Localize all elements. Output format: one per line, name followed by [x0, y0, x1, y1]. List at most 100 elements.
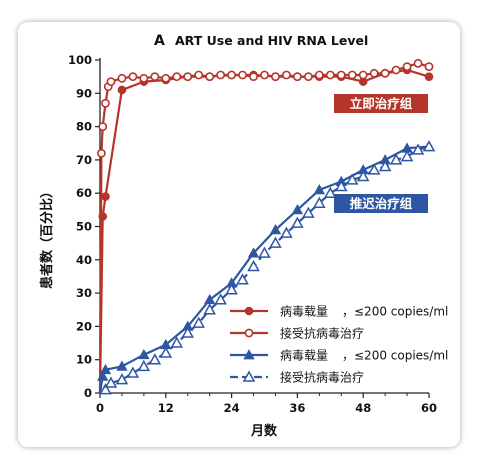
data-point: [345, 173, 359, 185]
data-point: [170, 336, 184, 348]
data-point: [413, 58, 423, 68]
chart: A ART Use and HIV RNA Level 0 10 20 30 40 50 6…: [39, 33, 448, 439]
data-point: [302, 206, 315, 218]
data-point: [314, 70, 324, 80]
y-tick-label-100: 100: [68, 53, 92, 67]
data-point: [280, 226, 293, 238]
legend-label-1: 接受抗病毒治疗: [280, 326, 364, 341]
data-point: [391, 65, 401, 75]
legend-suffix-0: ，≤200 copies/ml: [342, 305, 448, 319]
y-tick-label-70: 70: [76, 153, 92, 167]
y-tick-label-90: 90: [76, 86, 92, 100]
y-axis-label: 患者数（百分比）: [39, 185, 55, 289]
data-point: [139, 73, 149, 83]
data-point: [269, 236, 282, 248]
data-point: [214, 293, 227, 305]
data-point: [269, 224, 282, 235]
legend-marker-1: [244, 328, 254, 338]
data-point: [236, 273, 249, 285]
group-label-box-1: [334, 194, 428, 213]
data-point: [238, 70, 247, 80]
data-point: [247, 247, 260, 258]
x-axis-label: 月数: [250, 423, 278, 439]
data-point: [424, 62, 434, 72]
data-point: [150, 72, 160, 82]
data-point: [99, 363, 112, 375]
data-point: [104, 376, 118, 388]
data-point: [99, 383, 112, 395]
data-point: [96, 148, 106, 158]
data-point: [126, 366, 140, 378]
data-point: [117, 73, 127, 83]
data-point: [249, 72, 258, 82]
series-0: [98, 65, 434, 394]
panel-letter: A: [154, 33, 165, 49]
data-point: [227, 70, 236, 80]
data-point: [98, 122, 108, 131]
legend-marker-0: [244, 306, 254, 316]
data-point: [159, 346, 173, 358]
y-tick-label-10: 10: [76, 353, 92, 367]
series-2: [97, 140, 435, 394]
data-point: [194, 70, 204, 80]
data-point: [258, 246, 271, 258]
data-point: [106, 77, 116, 87]
data-point: [422, 140, 436, 152]
data-point: [148, 353, 162, 365]
y-tick-label-0: 0: [84, 386, 92, 400]
data-point: [325, 70, 335, 80]
data-point: [424, 72, 434, 81]
data-point: [172, 72, 182, 82]
data-point: [192, 316, 205, 328]
data-point: [400, 150, 414, 162]
data-point: [380, 68, 390, 78]
legend-marker-2: [243, 349, 255, 360]
data-point: [128, 72, 138, 82]
series-3: [99, 140, 436, 395]
data-point: [282, 70, 291, 80]
data-point: [411, 143, 425, 155]
data-point: [203, 303, 216, 315]
y-tick-label-30: 30: [76, 286, 92, 300]
x-tick-label-12: 12: [158, 401, 174, 415]
legend-label-0: 病毒载量: [280, 304, 328, 319]
data-point: [358, 70, 368, 80]
axes: 0 10 20 30 40 50 60 70 80 90 100 0 12 24 36 48 60: [68, 53, 437, 415]
data-point: [291, 216, 304, 228]
legend-suffix-2: ，≤200 copies/ml: [342, 349, 448, 363]
data-point: [367, 163, 381, 175]
data-point: [205, 72, 215, 82]
group-label-1: 推迟治疗组: [350, 196, 413, 211]
data-point: [389, 153, 403, 165]
data-point: [247, 259, 260, 272]
data-point: [97, 370, 109, 381]
chart-title: ART Use and HIV RNA Level: [175, 33, 368, 48]
data-point: [260, 70, 269, 80]
legend-marker-3: [242, 370, 256, 382]
data-point: [402, 62, 412, 72]
data-point: [115, 373, 129, 385]
series-line-0: [98, 68, 430, 394]
y-tick-label-60: 60: [76, 186, 92, 200]
data-point: [138, 348, 150, 360]
data-point: [369, 68, 379, 78]
data-point: [291, 204, 304, 215]
data-point: [181, 326, 195, 338]
data-point: [183, 72, 193, 82]
x-tick-label-24: 24: [224, 401, 240, 415]
data-point: [336, 70, 346, 80]
chart-card: A ART Use and HIV RNA Level 0 10 20 30 40 50 6…: [18, 22, 460, 447]
legend-label-3: 接受抗病毒治疗: [280, 370, 364, 385]
group-label-box-0: [334, 94, 428, 113]
group-label-0: 立即治疗组: [350, 96, 413, 111]
x-tick-label-0: 0: [96, 401, 104, 415]
x-tick-label-36: 36: [289, 401, 305, 415]
data-point: [292, 72, 302, 82]
data-point: [313, 184, 326, 195]
data-point: [117, 85, 127, 95]
series-layer: [96, 58, 436, 395]
data-point: [334, 179, 348, 192]
data-point: [356, 170, 370, 182]
